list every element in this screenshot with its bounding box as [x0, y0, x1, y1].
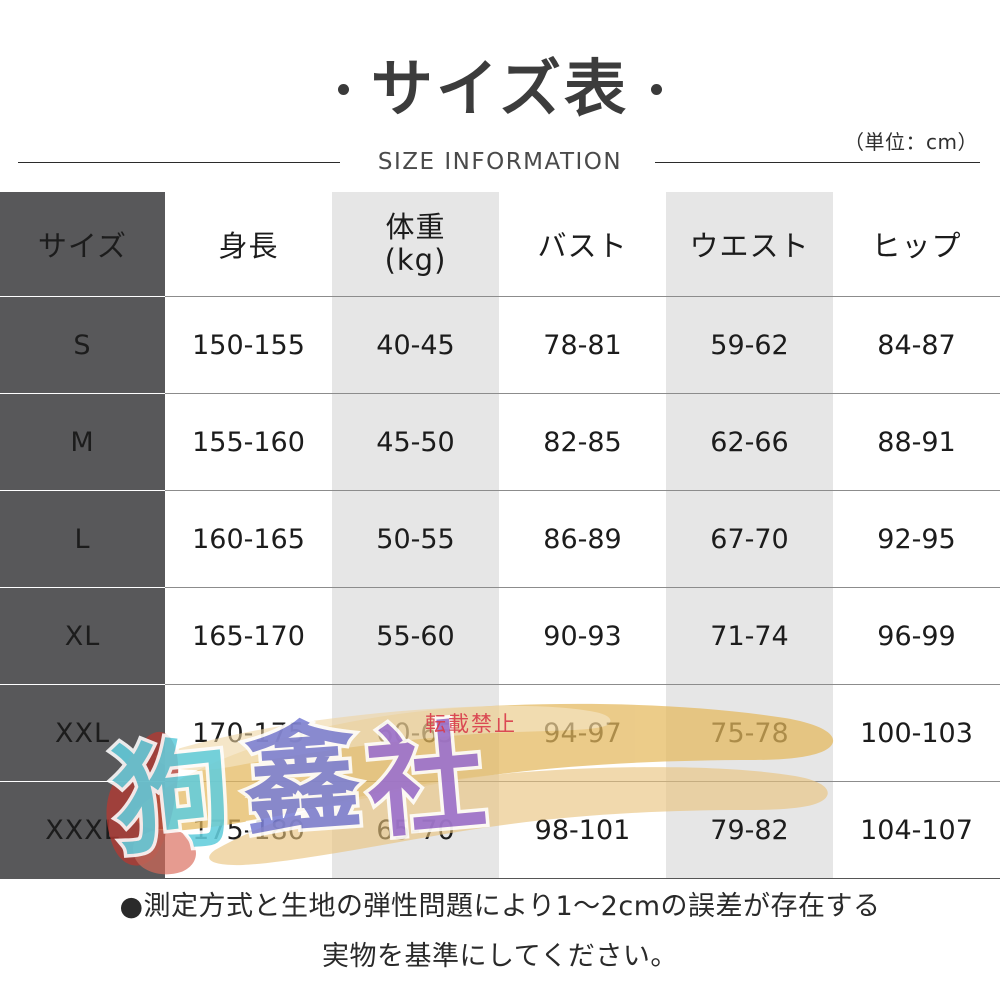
- title-row: サイズ表: [0, 52, 1000, 126]
- page-title: サイズ表: [370, 52, 630, 125]
- cell-weight: 40-45: [332, 296, 499, 394]
- table-row: M 155-160 45-50 82-85 62-66 88-91: [0, 393, 1000, 491]
- decorative-dot-left-icon: [337, 83, 349, 95]
- cell-waist: 62-66: [666, 393, 833, 491]
- cell-waist: 59-62: [666, 296, 833, 394]
- size-table: サイズ 身長 体重 (kg) バスト ウエスト ヒップ S 150-155 40…: [0, 192, 1000, 879]
- page-subtitle: SIZE INFORMATION: [377, 149, 623, 175]
- column-header-weight: 体重 (kg): [332, 192, 499, 297]
- decorative-dot-right-icon: [651, 83, 663, 95]
- column-header-height: 身長: [165, 192, 332, 297]
- cell-hip: 92-95: [833, 490, 1000, 588]
- unit-note: （単位：cm）: [844, 130, 978, 154]
- table-row: S 150-155 40-45 78-81 59-62 84-87: [0, 296, 1000, 394]
- cell-size: S: [0, 296, 165, 394]
- cell-waist: 67-70: [666, 490, 833, 588]
- cell-bust: 78-81: [499, 296, 666, 394]
- table-row: L 160-165 50-55 86-89 67-70 92-95: [0, 490, 1000, 588]
- cell-bust: 90-93: [499, 587, 666, 685]
- cell-size: M: [0, 393, 165, 491]
- cell-bust: 98-101: [499, 781, 666, 879]
- column-header-bust: バスト: [499, 192, 666, 297]
- divider-line-right: [655, 162, 980, 163]
- cell-waist: 79-82: [666, 781, 833, 879]
- cell-height: 150-155: [165, 296, 332, 394]
- cell-weight: 60-65: [332, 684, 499, 782]
- table-row: XXL 170-175 60-65 94-97 75-78 100-103: [0, 684, 1000, 782]
- cell-weight: 50-55: [332, 490, 499, 588]
- cell-weight: 65-70: [332, 781, 499, 879]
- cell-hip: 100-103: [833, 684, 1000, 782]
- cell-height: 155-160: [165, 393, 332, 491]
- column-header-hip: ヒップ: [833, 192, 1000, 297]
- cell-height: 170-175: [165, 684, 332, 782]
- cell-hip: 84-87: [833, 296, 1000, 394]
- cell-size: XXXL: [0, 781, 165, 879]
- cell-size: XL: [0, 587, 165, 685]
- cell-hip: 88-91: [833, 393, 1000, 491]
- cell-height: 165-170: [165, 587, 332, 685]
- table-header-row: サイズ 身長 体重 (kg) バスト ウエスト ヒップ: [0, 192, 1000, 297]
- cell-weight: 55-60: [332, 587, 499, 685]
- column-header-size: サイズ: [0, 192, 165, 297]
- cell-bust: 82-85: [499, 393, 666, 491]
- title-block: サイズ表: [0, 52, 1000, 126]
- footer-note-2: 実物を基準にしてください。: [322, 941, 678, 972]
- cell-waist: 71-74: [666, 587, 833, 685]
- cell-bust: 86-89: [499, 490, 666, 588]
- cell-size: L: [0, 490, 165, 588]
- divider-line-left: [18, 162, 340, 163]
- footer-notes: ●測定方式と生地の弾性問題により1〜2cmの誤差が存在する 実物を基準にしてくだ…: [0, 882, 1000, 982]
- footer-note-1: ●測定方式と生地の弾性問題により1〜2cmの誤差が存在する: [119, 891, 881, 922]
- column-header-weight-line2: (kg): [384, 243, 447, 277]
- cell-hip: 96-99: [833, 587, 1000, 685]
- cell-size: XXL: [0, 684, 165, 782]
- subtitle-row: SIZE INFORMATION: [0, 148, 1000, 176]
- cell-hip: 104-107: [833, 781, 1000, 879]
- cell-weight: 45-50: [332, 393, 499, 491]
- table-row: XXXL 175-180 65-70 98-101 79-82 104-107: [0, 781, 1000, 879]
- cell-bust: 94-97: [499, 684, 666, 782]
- cell-height: 160-165: [165, 490, 332, 588]
- column-header-weight-line1: 体重: [385, 209, 446, 244]
- table-row: XL 165-170 55-60 90-93 71-74 96-99: [0, 587, 1000, 685]
- cell-waist: 75-78: [666, 684, 833, 782]
- cell-height: 175-180: [165, 781, 332, 879]
- column-header-waist: ウエスト: [666, 192, 833, 297]
